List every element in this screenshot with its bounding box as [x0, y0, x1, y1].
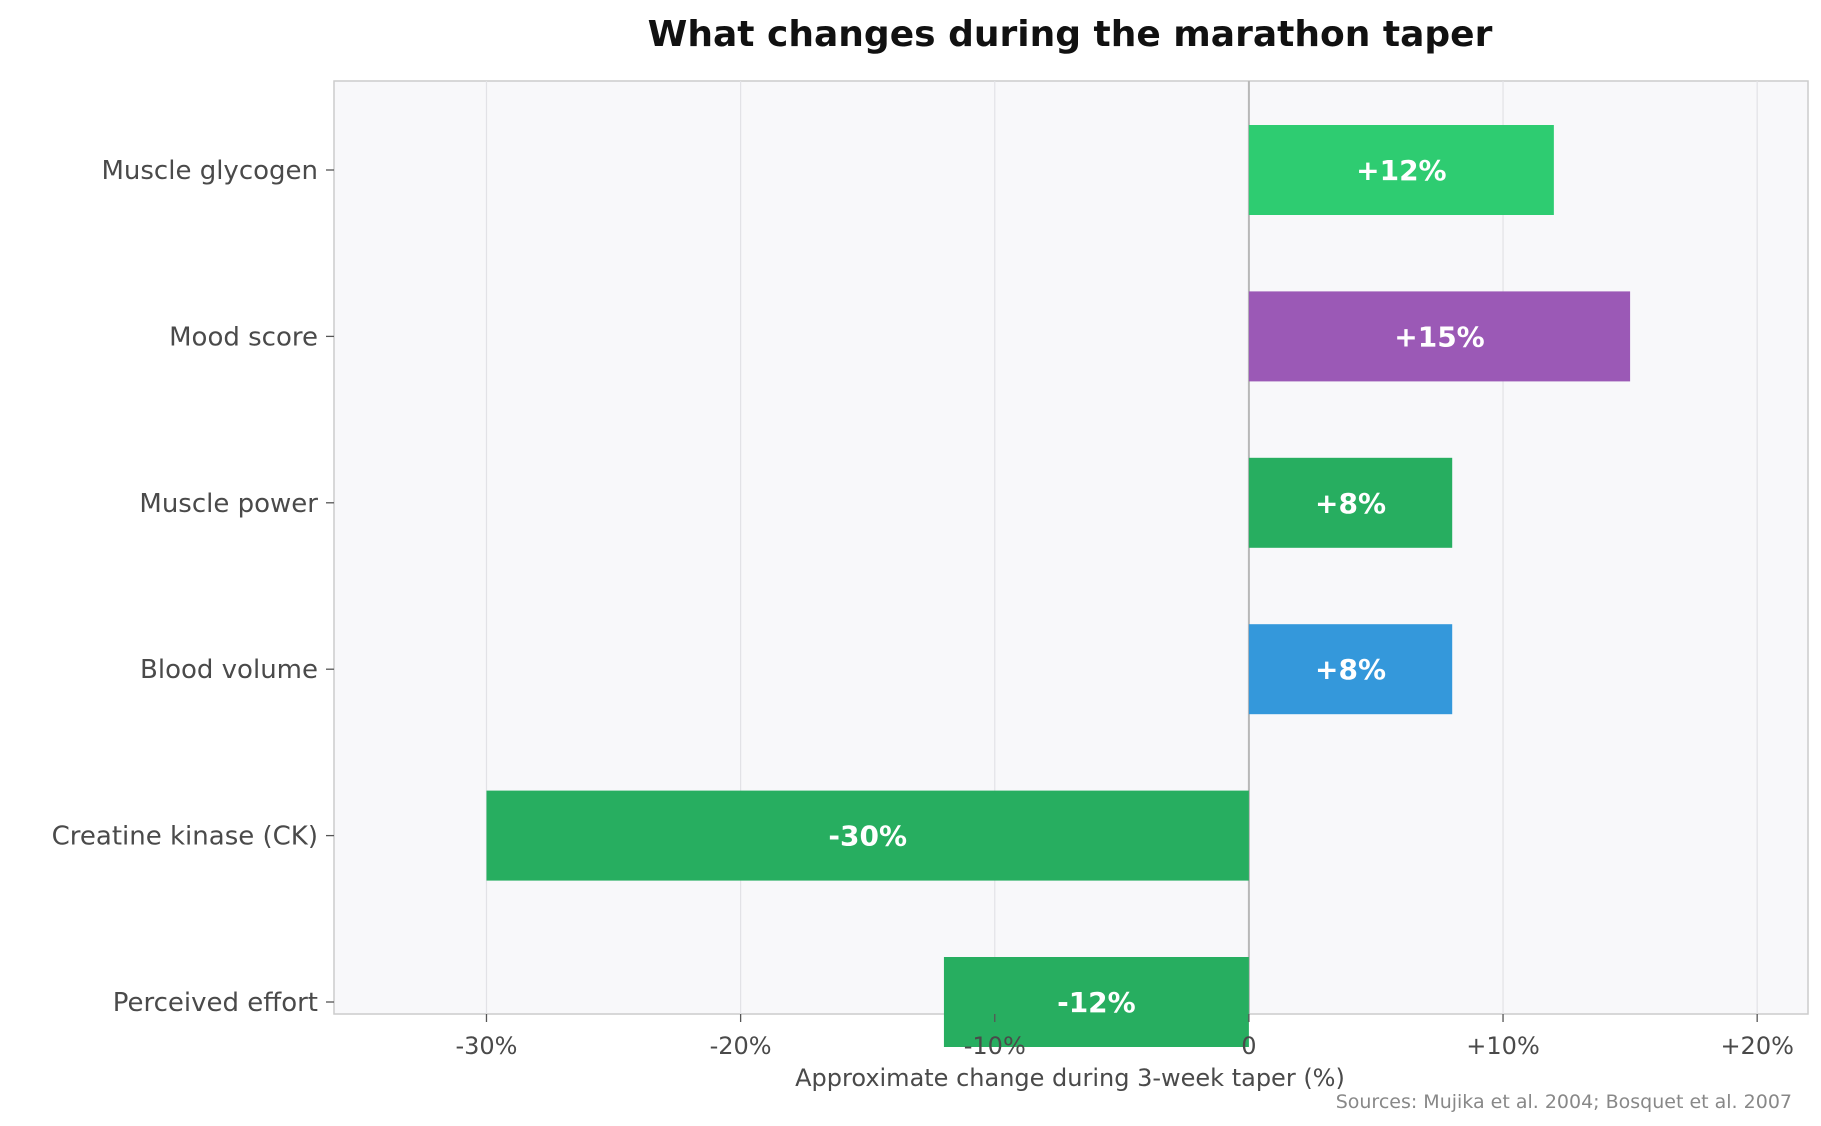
x-axis-ticks: -30% -20% -10% 0 +10% +20%	[455, 1014, 1794, 1060]
bars: +12% +15% +8% +8% -30% -12%	[486, 125, 1631, 1047]
category-label: Perceived effort	[113, 988, 318, 1018]
bar-value-label: +15%	[1394, 320, 1484, 353]
bar	[1248, 125, 1554, 215]
bar	[486, 790, 1249, 881]
category-label: Mood score	[169, 322, 318, 352]
bar	[1248, 291, 1631, 382]
category-label: Creatine kinase (CK)	[52, 822, 318, 852]
x-axis-label: Approximate change during 3-week taper (…	[795, 1064, 1345, 1092]
chart-title: What changes during the marathon taper	[648, 14, 1493, 55]
category-label: Blood volume	[140, 655, 318, 685]
bar-value-label: -30%	[828, 820, 907, 853]
bar-value-label: +12%	[1356, 154, 1446, 187]
category-labels: Muscle glycogen Mood score Muscle power Blo…	[52, 156, 334, 1018]
x-tick-label: +10%	[1466, 1032, 1539, 1060]
bar	[1248, 624, 1453, 715]
bar-value-label: +8%	[1315, 653, 1386, 686]
x-tick-label: -20%	[710, 1032, 772, 1060]
bar	[1248, 457, 1453, 548]
x-tick-label: -30%	[455, 1032, 517, 1060]
category-label: Muscle glycogen	[101, 156, 318, 186]
category-label: Muscle power	[139, 489, 318, 519]
x-tick-label: -10%	[964, 1032, 1026, 1060]
source-note: Sources: Mujika et al. 2004; Bosquet et …	[1336, 1091, 1792, 1113]
bar-value-label: -12%	[1057, 986, 1136, 1019]
bar-value-label: +8%	[1315, 487, 1386, 520]
x-tick-label: +20%	[1720, 1032, 1793, 1060]
x-tick-label: 0	[1241, 1032, 1256, 1060]
bar	[943, 957, 1249, 1047]
